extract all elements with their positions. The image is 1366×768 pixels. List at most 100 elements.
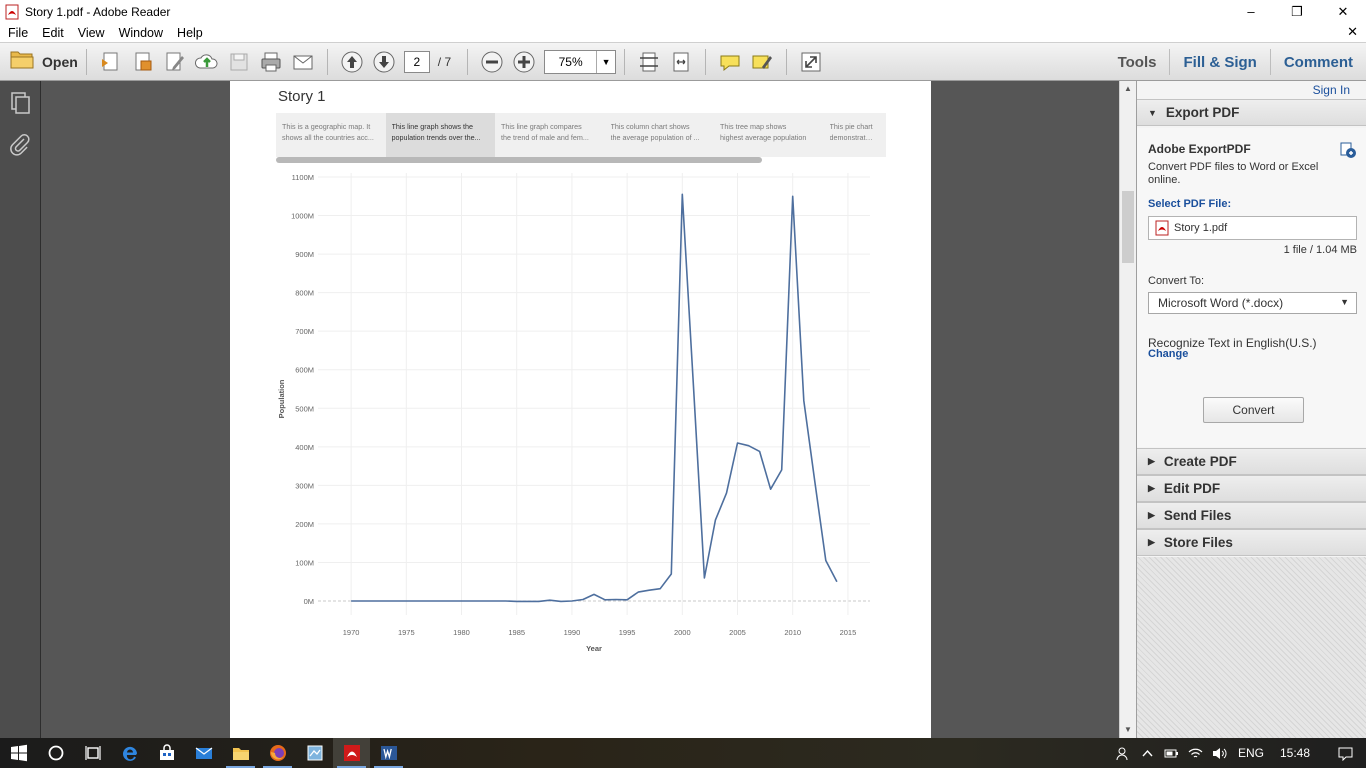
- print-icon[interactable]: [258, 49, 284, 75]
- menu-bar: File Edit View Window Help ✕: [0, 23, 1366, 42]
- x-tick-label: 1970: [343, 628, 360, 637]
- next-page-icon[interactable]: [371, 49, 397, 75]
- population-line-chart: 0M 100M 200M 300M 400M 500M 600M 700M 800M 900M 10…: [277, 173, 870, 653]
- story-point-2[interactable]: This line graph shows the population tren…: [385, 113, 495, 157]
- edge-browser-icon[interactable]: [111, 738, 148, 768]
- fill-sign-tab[interactable]: Fill & Sign: [1183, 53, 1257, 71]
- open-button[interactable]: Open: [10, 47, 78, 77]
- sign-in-link[interactable]: Sign In: [1312, 83, 1350, 97]
- page-thumbnails-icon[interactable]: [8, 91, 32, 115]
- store-icon[interactable]: [148, 738, 185, 768]
- export-pdf-icon[interactable]: [130, 49, 156, 75]
- export-description: Convert PDF files to Word or Excel onlin…: [1148, 161, 1319, 186]
- zoom-select[interactable]: 75% ▼: [544, 49, 617, 74]
- highlight-icon[interactable]: [749, 49, 775, 75]
- convert-format-select[interactable]: Microsoft Word (*.docx) ▼: [1148, 292, 1357, 314]
- people-icon[interactable]: [1112, 738, 1136, 768]
- story-point-5[interactable]: This tree map shows highest average popul…: [714, 113, 823, 157]
- selected-file-field[interactable]: Story 1.pdf: [1148, 216, 1357, 240]
- comment-icon[interactable]: [717, 49, 743, 75]
- zoom-out-icon[interactable]: [479, 49, 505, 75]
- menu-file[interactable]: File: [8, 25, 29, 40]
- story-point-1[interactable]: This is a geographic map. It shows all th…: [276, 113, 385, 157]
- story-point-6[interactable]: This pie chart demonstratio...: [824, 113, 880, 157]
- scroll-up-icon[interactable]: ▲: [1124, 84, 1132, 93]
- y-tick-label: 400M: [295, 443, 314, 452]
- create-pdf-icon[interactable]: [98, 49, 124, 75]
- mail-icon[interactable]: [185, 738, 222, 768]
- file-count: 1 file / 1.04 MB: [1283, 244, 1357, 256]
- comment-tab[interactable]: Comment: [1283, 53, 1353, 71]
- adobe-reader-taskbar-icon[interactable]: [333, 738, 370, 768]
- convert-button[interactable]: Convert: [1203, 397, 1304, 423]
- page-total: / 7: [437, 54, 452, 69]
- send-files-header[interactable]: ▶ Send Files: [1137, 502, 1366, 529]
- wifi-icon[interactable]: [1184, 738, 1208, 768]
- firefox-icon[interactable]: [259, 738, 296, 768]
- story-point-line: demonstratio...: [829, 133, 874, 142]
- fit-page-icon[interactable]: [636, 49, 662, 75]
- edit-pdf-icon[interactable]: [162, 49, 188, 75]
- minimize-button[interactable]: –: [1247, 4, 1255, 19]
- x-tick-label: 1985: [508, 628, 525, 637]
- language-indicator[interactable]: ENG: [1237, 746, 1264, 760]
- full-screen-icon[interactable]: [798, 49, 824, 75]
- taskbar: ENG 15:48: [0, 738, 1366, 768]
- tools-tab[interactable]: Tools: [1117, 53, 1157, 71]
- file-explorer-icon[interactable]: [222, 738, 259, 768]
- windows-start-icon[interactable]: [0, 738, 37, 768]
- chevron-down-icon: ▼: [601, 56, 611, 67]
- store-files-header[interactable]: ▶ Store Files: [1137, 529, 1366, 556]
- x-tick-label: 1980: [453, 628, 470, 637]
- export-pdf-header[interactable]: ▼ Export PDF: [1137, 99, 1366, 126]
- menu-window[interactable]: Window: [118, 25, 164, 40]
- title-bar: Story 1.pdf - Adobe Reader – ❐ ✕: [0, 0, 1366, 23]
- document-scrollbar[interactable]: ▲ ▼: [1119, 81, 1136, 738]
- word-icon[interactable]: [370, 738, 407, 768]
- system-tray: ENG 15:48: [1112, 738, 1366, 768]
- story-scrollbar[interactable]: [276, 157, 762, 163]
- story-point-line: population trends over the...: [391, 133, 481, 142]
- menu-view[interactable]: View: [77, 25, 105, 40]
- chevron-up-icon[interactable]: [1136, 738, 1160, 768]
- clock[interactable]: 15:48: [1279, 746, 1310, 760]
- story-point-line: This is a geographic map. It: [282, 122, 371, 131]
- cortana-search-icon[interactable]: [37, 738, 74, 768]
- x-axis-title: Year: [586, 644, 602, 653]
- change-language-link[interactable]: Change: [1148, 348, 1189, 360]
- task-view-icon[interactable]: [74, 738, 111, 768]
- y-tick-label: 200M: [295, 520, 314, 529]
- close-button[interactable]: ✕: [1337, 3, 1349, 19]
- battery-icon[interactable]: [1160, 738, 1184, 768]
- attachments-icon[interactable]: [8, 133, 32, 157]
- generic-app-icon[interactable]: [296, 738, 333, 768]
- story-point-4[interactable]: This column chart shows the average popul…: [605, 113, 714, 157]
- close-document-icon[interactable]: ✕: [1347, 24, 1358, 39]
- create-pdf-header[interactable]: ▶ Create PDF: [1137, 448, 1366, 475]
- story-point-3[interactable]: This line graph compares the trend of mal…: [495, 113, 604, 157]
- pdf-page: Story 1 This is a geographic map. It show…: [230, 81, 931, 738]
- page-number-input[interactable]: 2: [403, 50, 430, 73]
- edit-pdf-header[interactable]: ▶ Edit PDF: [1137, 475, 1366, 502]
- toolbar: Open 2 / 7 75% ▼ Tools Fill & Sign Comme…: [0, 42, 1366, 81]
- upload-cloud-icon[interactable]: [194, 49, 220, 75]
- scroll-thumb[interactable]: [1122, 191, 1134, 263]
- scroll-down-icon[interactable]: ▼: [1124, 725, 1132, 734]
- story-point-line: This pie chart: [829, 122, 873, 131]
- volume-icon[interactable]: [1208, 738, 1232, 768]
- document-area[interactable]: Story 1 This is a geographic map. It show…: [41, 81, 1119, 738]
- x-tick-label: 1975: [398, 628, 415, 637]
- action-center-icon[interactable]: [1324, 738, 1366, 768]
- menu-help[interactable]: Help: [177, 25, 203, 40]
- email-icon[interactable]: [290, 49, 316, 75]
- menu-edit[interactable]: Edit: [42, 25, 64, 40]
- fit-width-icon[interactable]: [668, 49, 694, 75]
- restore-button[interactable]: ❐: [1291, 3, 1303, 19]
- previous-page-icon[interactable]: [339, 49, 365, 75]
- zoom-in-icon[interactable]: [511, 49, 537, 75]
- story-point-line: This line graph compares: [501, 122, 582, 131]
- save-icon[interactable]: [226, 49, 252, 75]
- triangle-right-icon: ▶: [1148, 510, 1155, 520]
- export-info-icon[interactable]: [1339, 141, 1357, 159]
- triangle-right-icon: ▶: [1148, 483, 1155, 493]
